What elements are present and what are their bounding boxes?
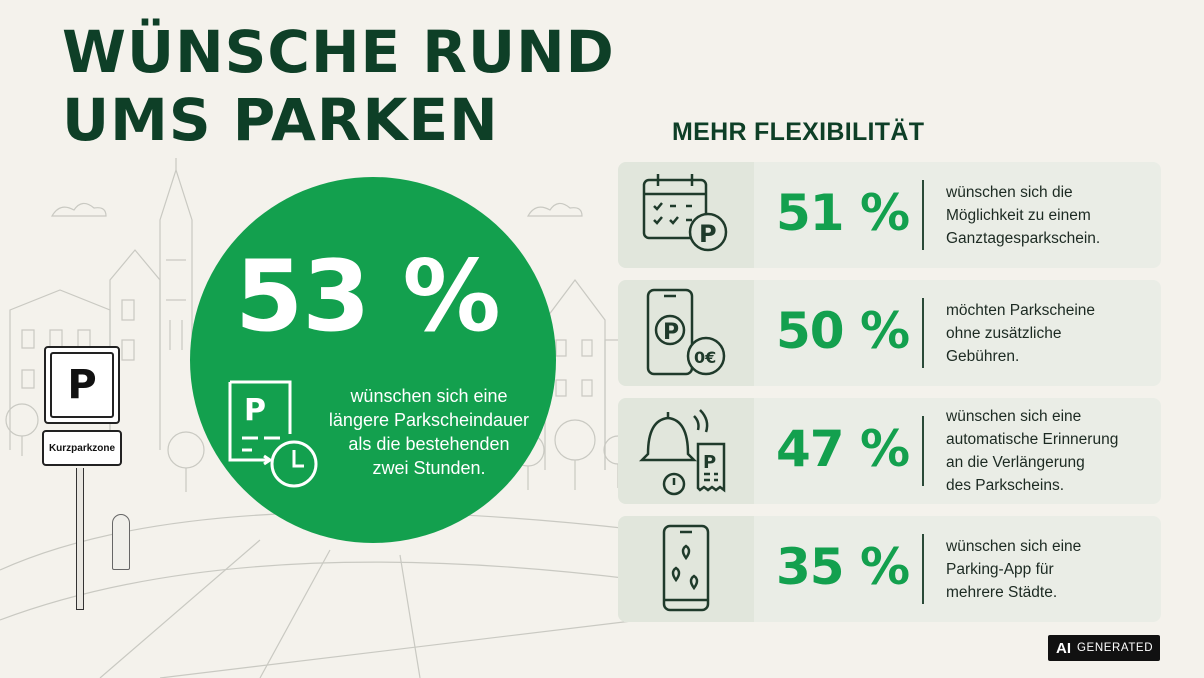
ai-generated-badge: AI GENERATED [1048, 635, 1160, 661]
stat-divider [922, 416, 924, 486]
stat-description: wünschen sich eine automatische Erinneru… [946, 398, 1156, 504]
bell-reminder-ticket-icon: P [638, 409, 726, 496]
stat-line: wünschen sich eine [946, 408, 1082, 425]
highlight-percent: 53 % [235, 240, 501, 354]
phone-parking-zero-euro-icon: P 0€ [646, 288, 726, 376]
stat-description: wünschen sich die Möglichkeit zu einem G… [946, 162, 1156, 268]
stat-card-1: P 51 % wünschen sich die Möglichkeit zu … [618, 162, 1161, 268]
title-line-1: WÜNSCHE RUND [62, 18, 615, 86]
title-line-2: UMS PARKEN [62, 86, 499, 154]
stat-line: Möglichkeit zu einem [946, 206, 1091, 224]
parking-sign: P Kurzparkzone [40, 346, 126, 616]
stat-percent: 47 % [776, 420, 910, 478]
stat-card-2: P 0€ 50 % möchten Parkscheine ohne zusät… [618, 280, 1161, 386]
highlight-line: zwei Stunden. [372, 458, 486, 478]
svg-text:P: P [703, 452, 716, 473]
calendar-parking-icon: P [642, 174, 728, 252]
stat-line: wünschen sich die [946, 183, 1073, 201]
stat-line: möchten Parkscheine [946, 301, 1096, 319]
kurzparkzone-label: Kurzparkzone [42, 430, 122, 466]
svg-text:P: P [244, 393, 266, 428]
stat-description: wünschen sich eine Parking-App für mehre… [946, 516, 1156, 622]
page-title: WÜNSCHE RUND UMS PARKEN [62, 18, 615, 154]
svg-text:P: P [699, 220, 717, 248]
stat-divider [922, 298, 924, 368]
stat-card-3: P 47 % wünschen sich eine automatische E… [618, 398, 1161, 504]
stat-card-4: 35 % wünschen sich eine Parking-App für … [618, 516, 1161, 622]
phone-map-pins-icon [662, 524, 710, 612]
stat-icon-cell: P 0€ [618, 280, 754, 386]
section-title: MEHR FLEXIBILITÄT [672, 118, 925, 146]
highlight-line: längere Parkscheindauer [328, 410, 530, 430]
parking-sign-board: P [44, 346, 120, 424]
stat-icon-cell [618, 516, 754, 622]
bollard [112, 514, 130, 570]
highlight-circle [190, 177, 556, 543]
stat-percent: 35 % [776, 538, 910, 596]
stat-line: wünschen sich eine [946, 537, 1082, 555]
stat-line: an die Verlängerung [946, 454, 1085, 471]
stat-line: des Parkscheins. [946, 477, 1065, 494]
stat-icon-cell: P [618, 398, 754, 504]
highlight-description: wünschen sich eine längere Parkscheindau… [314, 384, 544, 480]
badge-ai: AI [1056, 639, 1071, 657]
stat-line: Gebühren. [946, 347, 1020, 365]
stat-divider [922, 180, 924, 250]
badge-generated: GENERATED [1077, 642, 1154, 654]
stat-percent: 50 % [776, 302, 910, 360]
zero-euro-label: 0€ [694, 348, 716, 367]
sign-pole [76, 468, 84, 610]
stat-icon-cell: P [618, 162, 754, 268]
parking-ticket-clock-icon: P [228, 380, 318, 488]
stat-line: Ganztagesparkschein. [946, 229, 1101, 247]
parking-sign-letter: P [50, 352, 114, 418]
stat-description: möchten Parkscheine ohne zusätzliche Geb… [946, 280, 1156, 386]
stat-percent: 51 % [776, 184, 910, 242]
highlight-line: wünschen sich eine [350, 386, 508, 406]
stat-line: mehrere Städte. [946, 583, 1058, 601]
stat-divider [922, 534, 924, 604]
svg-text:P: P [663, 320, 679, 345]
highlight-line: als die bestehenden [348, 434, 510, 454]
stat-line: Parking-App für [946, 560, 1054, 578]
stat-line: automatische Erinnerung [946, 431, 1119, 448]
stat-line: ohne zusätzliche [946, 324, 1062, 342]
